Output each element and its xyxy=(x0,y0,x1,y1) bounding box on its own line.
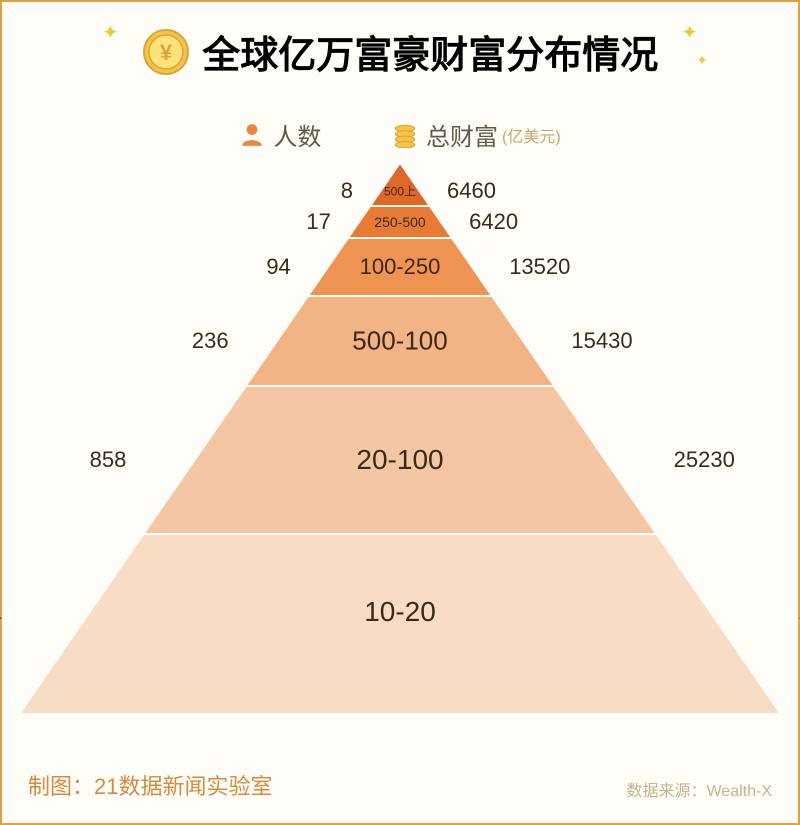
pyramid-chart: 500上 8 6460 250-500 17 6420 100-250 94 13520 500-… xyxy=(20,165,780,725)
slice-left-value: 1391 xyxy=(0,599,2,625)
infographic-container: ✦ ¥ 全球亿万富豪财富分布情况 ✦ ✦ 人数 xyxy=(0,0,800,825)
slice-right-value: 6420 xyxy=(469,209,518,235)
pyramid-slice: 250-500 xyxy=(349,207,451,239)
pyramid-slice: 500上 xyxy=(371,165,429,207)
slice-left-value: 94 xyxy=(266,254,290,280)
legend-left-label: 人数 xyxy=(273,117,321,152)
person-icon xyxy=(239,122,265,148)
pyramid-slice: 500-100 xyxy=(247,297,554,387)
sparkle-icon: ✦ xyxy=(681,20,698,45)
slice-range-label: 10-20 xyxy=(20,596,780,628)
legend-wealth: 总财富 (亿美元) xyxy=(392,117,561,152)
page-title: 全球亿万富豪财富分布情况 xyxy=(202,24,658,79)
slice-left-value: 858 xyxy=(90,447,127,473)
legend-unit: (亿美元) xyxy=(502,123,561,147)
slice-range-label: 100-250 xyxy=(309,254,491,280)
legend-row: 人数 总财富 (亿美元) xyxy=(2,117,798,155)
sparkle-icon: ✦ xyxy=(696,52,708,69)
legend-people: 人数 xyxy=(239,117,321,152)
coin-stack-icon xyxy=(392,122,418,148)
slice-right-value: 13520 xyxy=(509,254,570,280)
footer-source: 数据来源：Wealth-X xyxy=(626,777,772,801)
slice-right-value: 25230 xyxy=(674,447,735,473)
slice-left-value: 236 xyxy=(192,328,229,354)
svg-text:¥: ¥ xyxy=(160,40,173,65)
legend-right-label: 总财富 xyxy=(426,117,498,152)
pyramid-slice: 100-250 xyxy=(309,239,491,297)
title-bar: ✦ ¥ 全球亿万富豪财富分布情况 ✦ ✦ xyxy=(2,2,798,79)
sparkle-icon: ✦ xyxy=(102,20,119,45)
pyramid-slice: 10-20 xyxy=(20,535,780,715)
slice-right-value: 15430 xyxy=(571,328,632,354)
pyramid-slice: 20-100 xyxy=(144,387,655,535)
slice-right-value: 6460 xyxy=(447,178,496,204)
slice-left-value: 8 xyxy=(341,178,353,204)
slice-range-label: 500-100 xyxy=(247,325,554,356)
slice-left-value: 17 xyxy=(306,209,330,235)
footer-credit: 制图：21数据新闻实验室 xyxy=(28,769,272,801)
slice-range-label: 20-100 xyxy=(144,444,655,476)
slice-range-label: 250-500 xyxy=(349,214,451,230)
coin-icon: ¥ xyxy=(142,28,190,76)
slice-range-label: 500上 xyxy=(371,182,429,199)
